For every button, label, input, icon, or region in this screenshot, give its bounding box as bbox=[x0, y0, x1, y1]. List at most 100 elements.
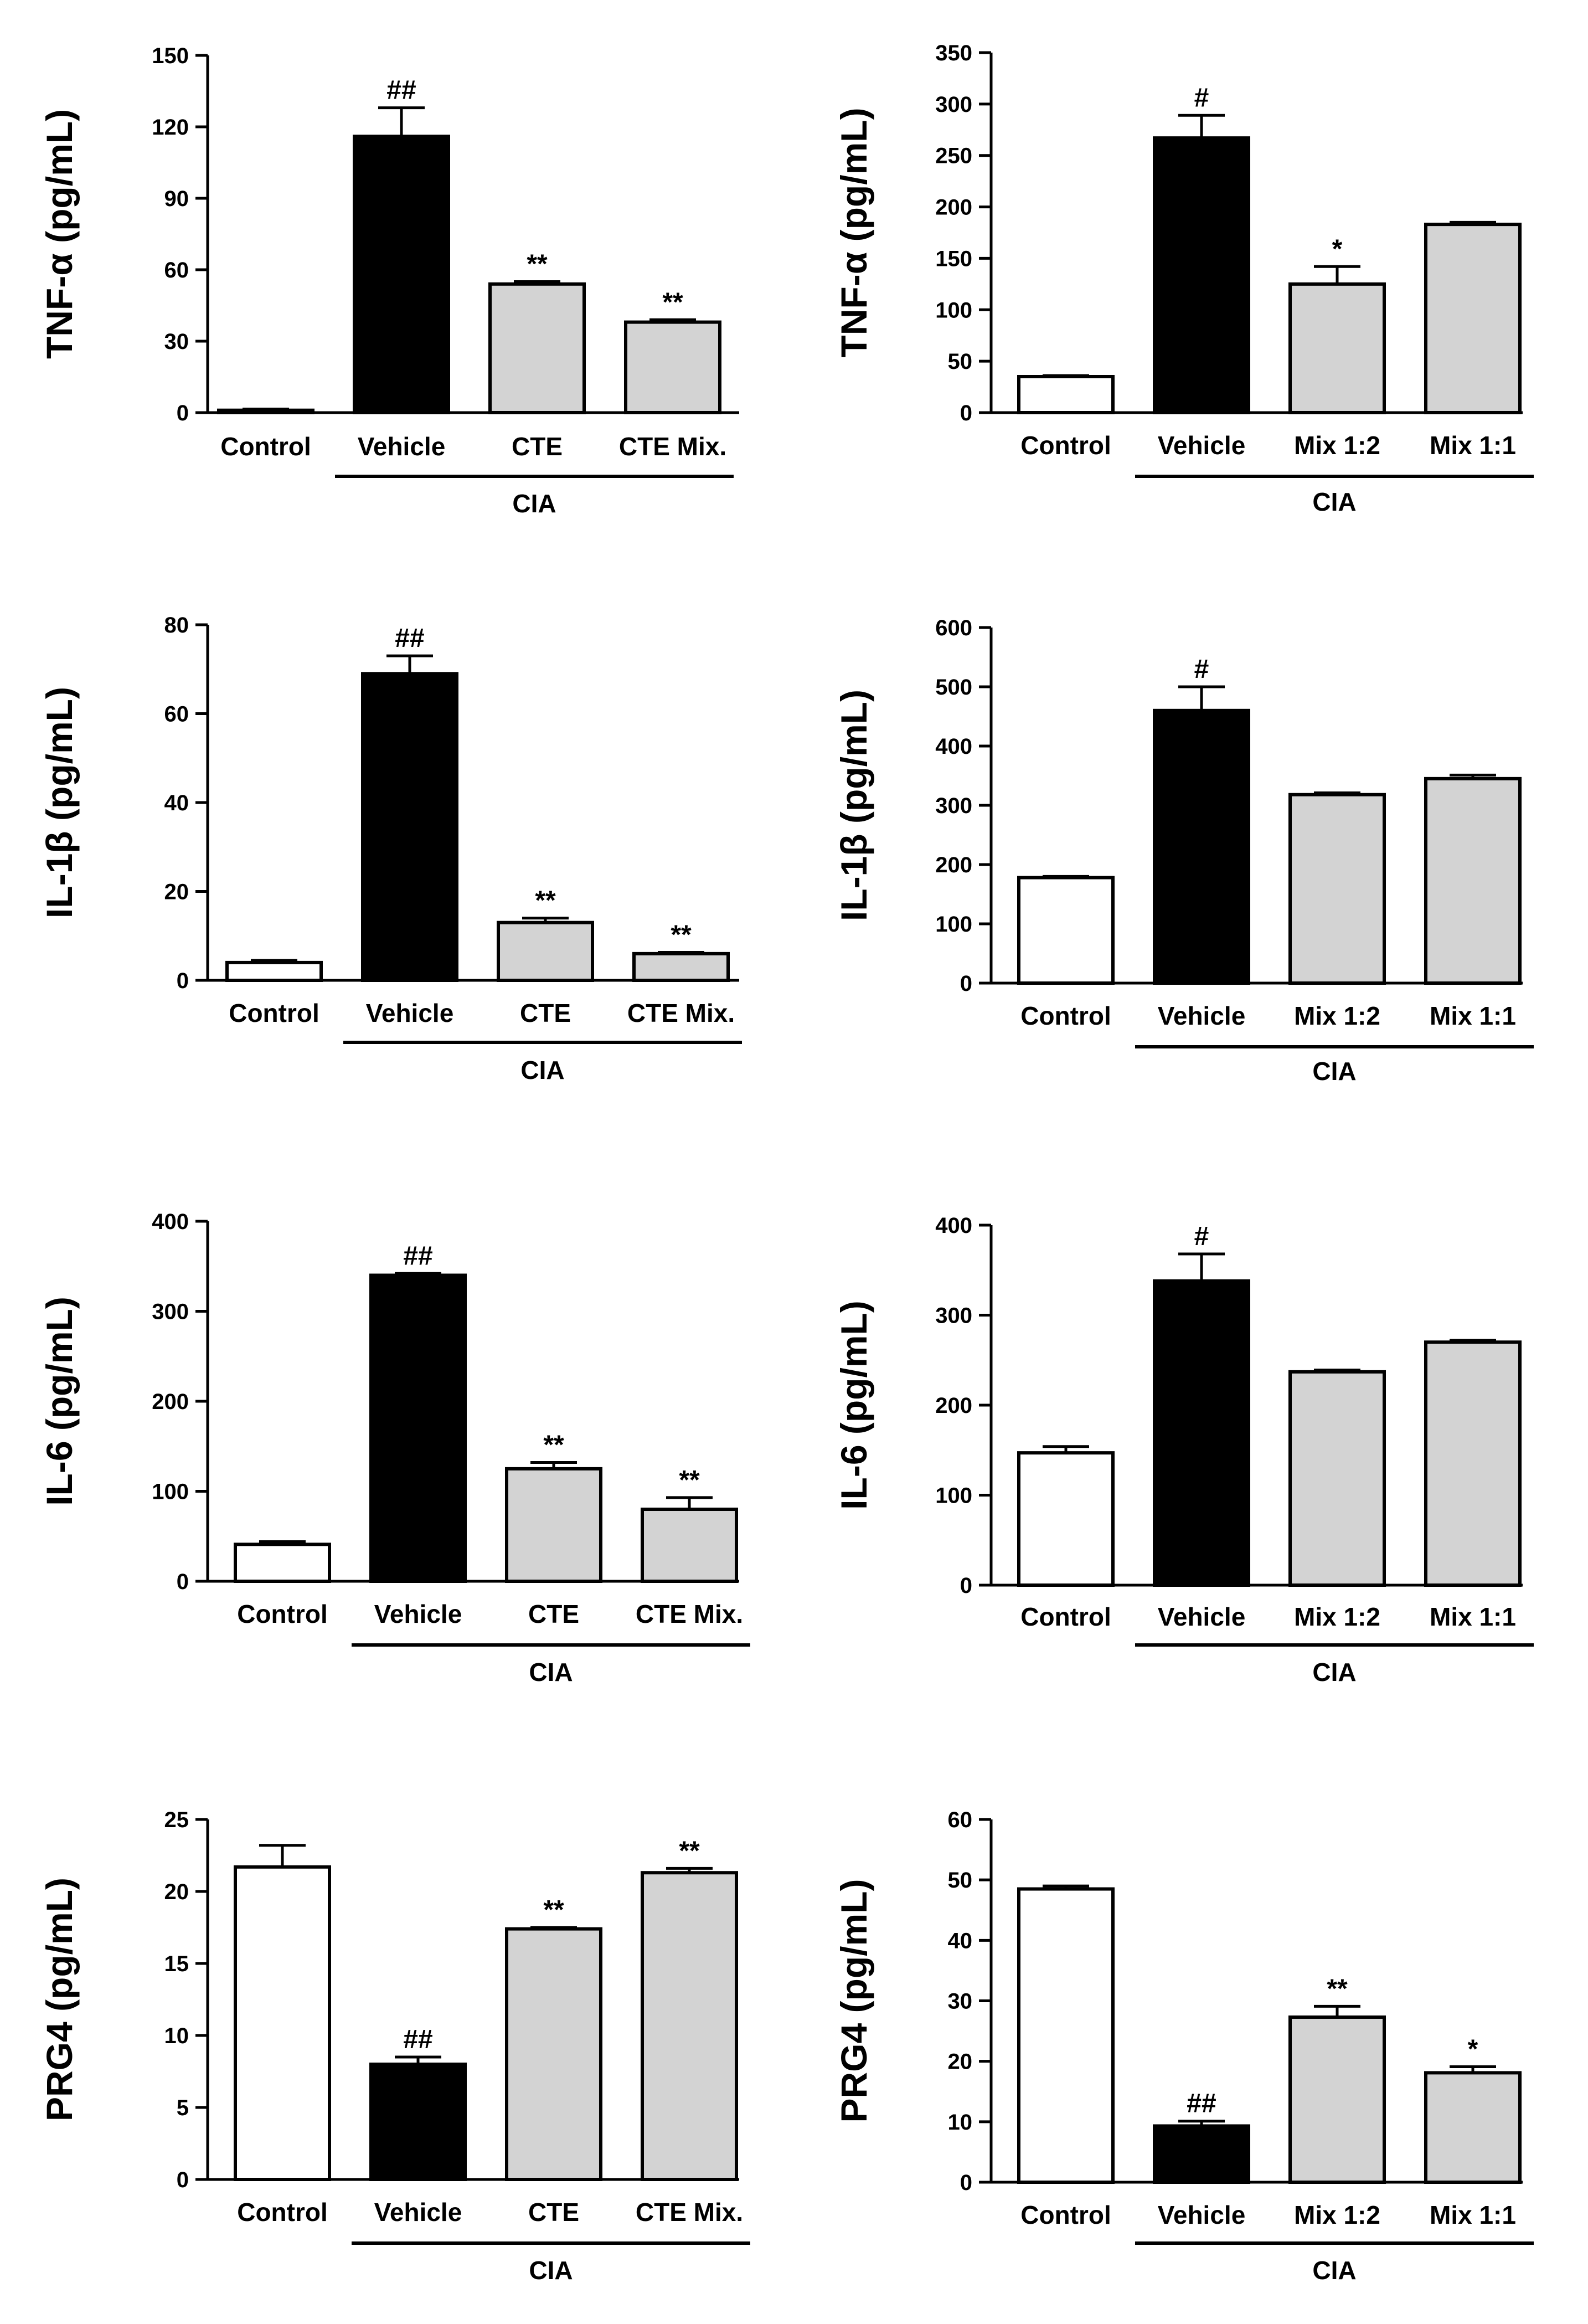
y-tick-label: 60 bbox=[948, 1808, 973, 1832]
group-label: CIA bbox=[520, 1056, 564, 1084]
y-tick-label: 30 bbox=[948, 1989, 973, 2014]
bar-cte bbox=[488, 282, 586, 414]
significance-marker: ## bbox=[403, 1241, 432, 1271]
group-label: CIA bbox=[512, 489, 556, 518]
category-label: CTE bbox=[528, 2198, 579, 2227]
significance-marker: ## bbox=[1187, 2089, 1216, 2119]
significance-marker: * bbox=[1332, 234, 1343, 264]
group-label: CIA bbox=[529, 2256, 573, 2285]
bar-mix-1-1 bbox=[1424, 1340, 1522, 1587]
chart-tnf-cte: 0 30 60 90 120 150 TNF-α (pg/mL) Control ## Vehic… bbox=[39, 44, 739, 518]
y-tick-label: 200 bbox=[152, 1390, 189, 1414]
y-tick-label: 100 bbox=[935, 912, 972, 937]
y-tick-label: 400 bbox=[152, 1210, 189, 1234]
bar-control bbox=[234, 1543, 331, 1583]
y-tick-label: 350 bbox=[935, 41, 972, 65]
category-label: Mix 1:1 bbox=[1430, 2200, 1516, 2229]
y-tick-label: 40 bbox=[948, 1929, 973, 1953]
y-tick-label: 200 bbox=[935, 853, 972, 877]
significance-marker: ** bbox=[679, 1466, 700, 1495]
category-label: Vehicle bbox=[374, 1600, 462, 1628]
bar-mix-1-2 bbox=[1288, 282, 1386, 414]
group-label: CIA bbox=[1312, 1658, 1356, 1687]
significance-marker: ** bbox=[662, 287, 683, 317]
bar-mix-1-1 bbox=[1424, 223, 1522, 414]
significance-marker: ## bbox=[395, 624, 424, 653]
y-axis-label: PRG4 (pg/mL) bbox=[39, 1878, 80, 2121]
bar-control bbox=[225, 960, 323, 983]
category-label: CTE Mix. bbox=[619, 432, 726, 461]
y-tick-label: 100 bbox=[152, 1480, 189, 1504]
bar-vehicle bbox=[1153, 136, 1250, 414]
y-tick-label: 150 bbox=[935, 246, 972, 271]
chart-il6-cte: 0 100 200 300 400 IL-6 (pg/mL) Control ## Vehicl… bbox=[39, 1210, 750, 1687]
chart-prg4-cte: 0 5 10 15 20 25 PRG4 (pg/mL) Control ## Vehicle **… bbox=[39, 1808, 750, 2285]
bar-cte bbox=[505, 1467, 602, 1583]
group-label: CIA bbox=[1312, 1057, 1356, 1086]
category-label: Mix 1:1 bbox=[1430, 431, 1516, 460]
y-axis-label: IL-1β (pg/mL) bbox=[39, 687, 80, 918]
chart-il1b-mix: 0 100 200 300 400 500 600 IL-1β (pg/mL) Control #… bbox=[833, 616, 1534, 1086]
bar-cte-mix- bbox=[624, 320, 721, 414]
y-tick-label: 0 bbox=[960, 971, 972, 996]
y-tick-label: 20 bbox=[164, 880, 189, 904]
y-tick-label: 40 bbox=[164, 791, 189, 815]
bar-mix-1-2 bbox=[1288, 793, 1386, 985]
bar-cte-mix- bbox=[632, 952, 730, 982]
y-tick-label: 50 bbox=[948, 1868, 973, 1893]
y-axis-label: PRG4 (pg/mL) bbox=[833, 1879, 874, 2123]
category-label: Vehicle bbox=[1158, 1001, 1246, 1030]
significance-marker: # bbox=[1194, 83, 1209, 112]
category-label: CTE Mix. bbox=[636, 1600, 743, 1628]
y-tick-label: 300 bbox=[152, 1300, 189, 1324]
y-tick-label: 400 bbox=[935, 1214, 972, 1238]
category-label: Control bbox=[220, 432, 311, 461]
y-axis-label: IL-1β (pg/mL) bbox=[833, 690, 874, 921]
bar-control bbox=[217, 408, 314, 415]
bar-mix-1-1 bbox=[1424, 2071, 1522, 2184]
group-label: CIA bbox=[529, 1658, 573, 1687]
significance-marker: ** bbox=[543, 1431, 564, 1460]
significance-marker: # bbox=[1194, 655, 1209, 684]
category-label: Control bbox=[1020, 431, 1111, 460]
significance-marker: ** bbox=[535, 886, 556, 916]
significance-marker: # bbox=[1194, 1222, 1209, 1251]
bar-vehicle bbox=[353, 135, 450, 414]
significance-marker: ** bbox=[527, 250, 548, 279]
category-label: Mix 1:1 bbox=[1430, 1001, 1516, 1030]
y-tick-label: 80 bbox=[164, 613, 189, 637]
significance-marker: ** bbox=[543, 1895, 564, 1925]
y-tick-label: 0 bbox=[960, 2171, 972, 2195]
bar-cte bbox=[497, 921, 594, 983]
y-tick-label: 200 bbox=[935, 196, 972, 220]
category-label: Vehicle bbox=[1158, 431, 1246, 460]
category-label: Control bbox=[237, 1600, 328, 1628]
category-label: Mix 1:2 bbox=[1294, 1001, 1380, 1030]
bar-cte-mix- bbox=[641, 1871, 738, 2181]
category-label: Mix 1:2 bbox=[1294, 1602, 1380, 1631]
bar-mix-1-2 bbox=[1288, 2015, 1386, 2184]
category-label: Control bbox=[237, 2198, 328, 2227]
y-tick-label: 250 bbox=[935, 144, 972, 168]
category-label: Control bbox=[229, 999, 319, 1027]
y-tick-label: 0 bbox=[177, 2168, 189, 2192]
significance-marker: ** bbox=[679, 1836, 700, 1865]
category-label: Vehicle bbox=[358, 432, 446, 461]
category-label: Control bbox=[1020, 1001, 1111, 1030]
y-tick-label: 25 bbox=[164, 1808, 189, 1832]
y-tick-label: 400 bbox=[935, 734, 972, 759]
y-tick-label: 100 bbox=[935, 1484, 972, 1508]
y-tick-label: 500 bbox=[935, 675, 972, 700]
bar-cte bbox=[505, 1927, 602, 2182]
bar-vehicle bbox=[1153, 708, 1250, 985]
y-tick-label: 0 bbox=[177, 401, 189, 425]
y-axis-label: IL-6 (pg/mL) bbox=[39, 1297, 80, 1506]
category-label: Vehicle bbox=[374, 2198, 462, 2227]
category-label: Control bbox=[1020, 2200, 1111, 2229]
bar-mix-1-1 bbox=[1424, 777, 1522, 985]
category-label: Mix 1:2 bbox=[1294, 431, 1380, 460]
chart-tnf-mix: 0 50 100 150 200 250 300 350 TNF-α (pg/mL) Contro… bbox=[833, 41, 1534, 516]
chart-prg4-mix: 0 10 20 30 40 50 60 PRG4 (pg/mL) Control ## Vehicl… bbox=[833, 1808, 1534, 2285]
category-label: Mix 1:2 bbox=[1294, 2200, 1380, 2229]
